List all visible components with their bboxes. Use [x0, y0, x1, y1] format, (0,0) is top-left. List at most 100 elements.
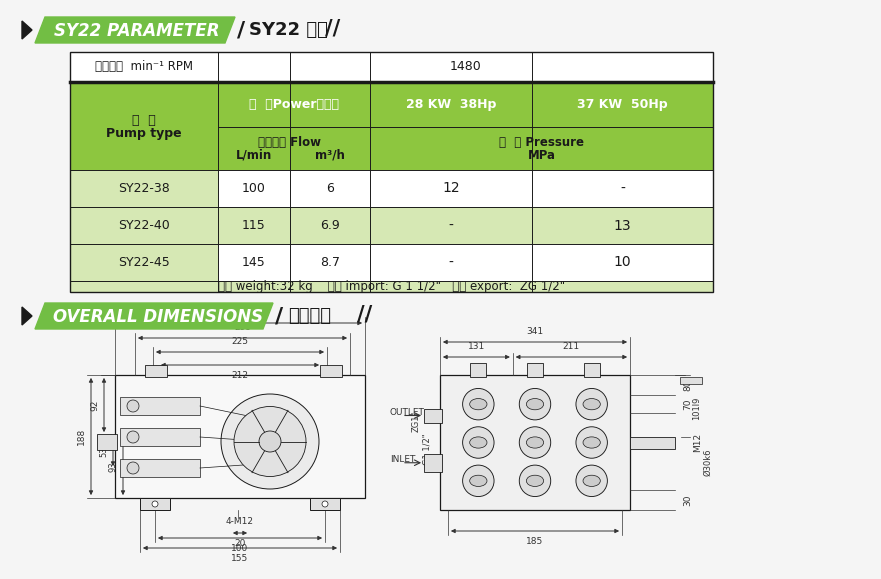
Bar: [70, 170, 218, 292]
Text: 12: 12: [442, 181, 460, 196]
Text: -: -: [620, 181, 625, 196]
Text: 212: 212: [232, 371, 248, 380]
Text: 155: 155: [232, 554, 248, 563]
Bar: [424, 409, 442, 423]
Circle shape: [519, 389, 551, 420]
Bar: [424, 454, 442, 472]
Text: 13: 13: [614, 218, 632, 233]
Ellipse shape: [583, 437, 600, 448]
Ellipse shape: [526, 437, 544, 448]
Bar: [70, 82, 713, 170]
Text: 37 KW  50Hp: 37 KW 50Hp: [577, 98, 668, 111]
Text: SY22-40: SY22-40: [118, 219, 170, 232]
Text: OVERALL DIMENSIONS: OVERALL DIMENSIONS: [53, 308, 263, 326]
Text: 115: 115: [242, 219, 266, 232]
Bar: [70, 52, 713, 292]
Bar: [470, 363, 486, 377]
Bar: [218, 207, 713, 244]
Bar: [145, 365, 167, 377]
Text: 功  率Power（柴）: 功 率Power（柴）: [249, 98, 339, 111]
Ellipse shape: [221, 394, 319, 489]
Text: INLET: INLET: [390, 455, 415, 464]
Text: Ø30k6: Ø30k6: [703, 449, 712, 477]
Text: 100: 100: [242, 182, 266, 195]
Ellipse shape: [526, 398, 544, 410]
Circle shape: [463, 389, 494, 420]
Text: m³/h: m³/h: [315, 149, 345, 162]
Text: SY22 参数: SY22 参数: [249, 21, 328, 39]
Text: -: -: [448, 218, 454, 233]
Polygon shape: [22, 21, 32, 39]
Text: 10: 10: [614, 255, 632, 269]
Circle shape: [127, 462, 139, 474]
Circle shape: [127, 431, 139, 443]
Text: -: -: [448, 255, 454, 269]
Text: 100: 100: [232, 544, 248, 553]
Polygon shape: [35, 17, 235, 43]
Bar: [320, 365, 342, 377]
Circle shape: [463, 427, 494, 458]
Text: /: /: [237, 20, 245, 40]
Text: SY22-45: SY22-45: [118, 256, 170, 269]
Bar: [630, 437, 675, 449]
Ellipse shape: [259, 431, 281, 452]
Circle shape: [576, 465, 607, 497]
Circle shape: [519, 465, 551, 497]
Text: 压  力 Pressure: 压 力 Pressure: [499, 136, 584, 149]
Ellipse shape: [526, 475, 544, 486]
Text: 28 KW  38Hp: 28 KW 38Hp: [406, 98, 496, 111]
Text: MPa: MPa: [528, 149, 556, 162]
Circle shape: [576, 427, 607, 458]
Text: OUTLET: OUTLET: [390, 408, 425, 417]
Bar: [97, 434, 117, 449]
Ellipse shape: [470, 475, 487, 486]
Circle shape: [576, 389, 607, 420]
Text: 188: 188: [77, 428, 86, 445]
Ellipse shape: [470, 398, 487, 410]
Text: 30: 30: [683, 494, 692, 505]
Text: Pump type: Pump type: [107, 127, 181, 141]
Text: /: /: [275, 306, 283, 326]
Text: 1480: 1480: [449, 60, 481, 74]
Text: 299: 299: [234, 323, 251, 332]
Text: L/min: L/min: [236, 149, 272, 162]
Text: 53: 53: [99, 446, 108, 457]
Text: 341: 341: [527, 327, 544, 336]
Text: 输入转速  min⁻¹ RPM: 输入转速 min⁻¹ RPM: [95, 60, 193, 74]
Bar: [218, 281, 713, 292]
Bar: [120, 459, 200, 477]
Text: ZG1": ZG1": [411, 411, 420, 432]
Text: 185: 185: [526, 537, 544, 546]
Bar: [115, 375, 365, 498]
Text: 101l9: 101l9: [692, 397, 701, 420]
Circle shape: [152, 501, 158, 507]
Bar: [527, 363, 543, 377]
Text: 211: 211: [563, 342, 580, 351]
Text: //: //: [325, 18, 340, 38]
Text: //: //: [357, 304, 373, 324]
Circle shape: [463, 465, 494, 497]
Bar: [120, 397, 200, 415]
Ellipse shape: [583, 398, 600, 410]
Text: 6: 6: [326, 182, 334, 195]
Bar: [70, 52, 713, 82]
Ellipse shape: [470, 437, 487, 448]
Ellipse shape: [234, 406, 306, 477]
Text: M12: M12: [693, 433, 702, 452]
Bar: [218, 244, 713, 281]
Text: SY22 PARAMETER: SY22 PARAMETER: [55, 22, 219, 40]
Text: 93: 93: [109, 461, 118, 472]
Text: G1 1/2": G1 1/2": [423, 433, 432, 465]
Bar: [680, 377, 702, 384]
Text: 20: 20: [234, 539, 246, 548]
Text: SY22-38: SY22-38: [118, 182, 170, 195]
Ellipse shape: [583, 475, 600, 486]
Bar: [310, 498, 340, 510]
Bar: [584, 363, 600, 377]
Bar: [140, 498, 170, 510]
Text: 重量 weight:32 kg    进口 import: G 1 1/2"   出口 export:  ZG 1/2": 重量 weight:32 kg 进口 import: G 1 1/2" 出口 e…: [218, 280, 565, 293]
Polygon shape: [22, 307, 32, 325]
Bar: [440, 375, 630, 510]
Bar: [120, 428, 200, 446]
Text: 6.9: 6.9: [320, 219, 340, 232]
